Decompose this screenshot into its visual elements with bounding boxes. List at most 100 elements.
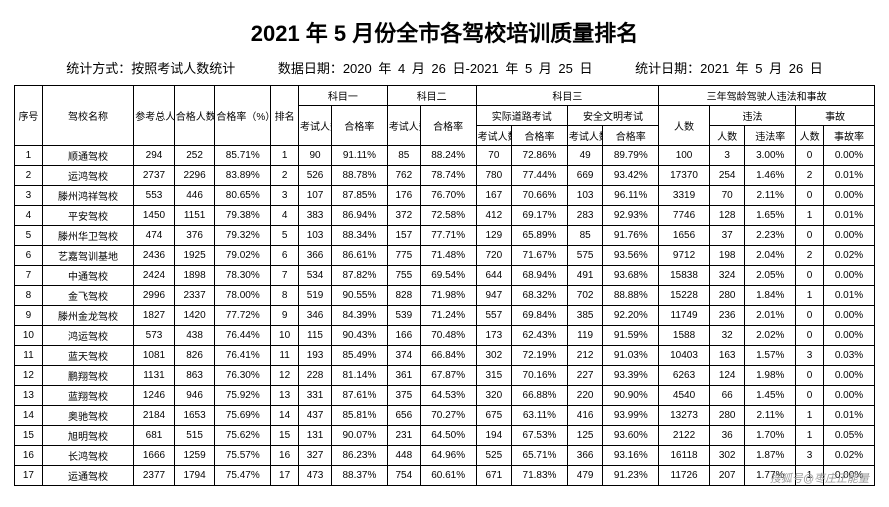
- table-row: 14奥驰驾校2184165375.69%1443785.81%65670.27%…: [15, 406, 875, 426]
- cell-s3sp: 220: [567, 386, 603, 406]
- cell-ap: 1: [796, 406, 824, 426]
- cell-total: 553: [134, 186, 175, 206]
- cell-s1p: 327: [299, 446, 332, 466]
- cell-ar: 0.05%: [824, 426, 875, 446]
- cell-vp: 280: [709, 286, 745, 306]
- cell-vt: 10403: [659, 346, 710, 366]
- cell-pass: 515: [174, 426, 215, 446]
- cell-rank: 10: [271, 326, 299, 346]
- cell-s2r: 67.87%: [420, 366, 476, 386]
- cell-prate: 75.47%: [215, 466, 271, 486]
- cell-rank: 15: [271, 426, 299, 446]
- cell-total: 1131: [134, 366, 175, 386]
- cell-vt: 3319: [659, 186, 710, 206]
- table-row: 6艺嘉驾训基地2436192579.02%636686.61%77571.48%…: [15, 246, 875, 266]
- cell-vp: 254: [709, 166, 745, 186]
- stat-method: 统计方式：按照考试人数统计: [66, 61, 235, 76]
- cell-vt: 13273: [659, 406, 710, 426]
- cell-total: 2737: [134, 166, 175, 186]
- cell-s2p: 85: [387, 146, 420, 166]
- cell-ap: 2: [796, 166, 824, 186]
- cell-s2r: 77.71%: [420, 226, 476, 246]
- cell-pass: 826: [174, 346, 215, 366]
- cell-s2p: 828: [387, 286, 420, 306]
- cell-vt: 2122: [659, 426, 710, 446]
- cell-school: 中通驾校: [42, 266, 133, 286]
- cell-s2p: 375: [387, 386, 420, 406]
- cell-vp: 198: [709, 246, 745, 266]
- cell-vr: 2.11%: [745, 406, 796, 426]
- table-row: 3滕州鸿祥驾校55344680.65%310787.85%17676.70%16…: [15, 186, 875, 206]
- cell-ar: 0.01%: [824, 206, 875, 226]
- cell-s3rr: 71.67%: [512, 246, 568, 266]
- cell-vr: 1.57%: [745, 346, 796, 366]
- cell-s1r: 86.23%: [332, 446, 388, 466]
- h-total: 参考总人数: [134, 86, 175, 146]
- cell-vr: 2.01%: [745, 306, 796, 326]
- cell-s2p: 361: [387, 366, 420, 386]
- cell-s2r: 64.53%: [420, 386, 476, 406]
- cell-s1r: 90.55%: [332, 286, 388, 306]
- cell-s1p: 228: [299, 366, 332, 386]
- cell-rank: 3: [271, 186, 299, 206]
- cell-pass: 2296: [174, 166, 215, 186]
- cell-ap: 0: [796, 306, 824, 326]
- cell-ap: 0: [796, 146, 824, 166]
- data-date: 数据日期：2020 年 4 月 26 日-2021 年 5 月 25 日: [278, 61, 593, 76]
- cell-ap: 0: [796, 326, 824, 346]
- cell-s1p: 103: [299, 226, 332, 246]
- h-prate: 合格率（%）: [215, 86, 271, 146]
- cell-vr: 1.84%: [745, 286, 796, 306]
- cell-school: 运鸿驾校: [42, 166, 133, 186]
- h-subj1: 科目一: [299, 86, 388, 106]
- cell-s1r: 86.61%: [332, 246, 388, 266]
- cell-prate: 75.92%: [215, 386, 271, 406]
- cell-s3sr: 92.93%: [603, 206, 659, 226]
- cell-vt: 11749: [659, 306, 710, 326]
- cell-vr: 2.04%: [745, 246, 796, 266]
- cell-s2p: 754: [387, 466, 420, 486]
- cell-n: 2: [15, 166, 43, 186]
- cell-ar: 0.02%: [824, 446, 875, 466]
- cell-vp: 280: [709, 406, 745, 426]
- cell-vt: 15838: [659, 266, 710, 286]
- cell-prate: 77.72%: [215, 306, 271, 326]
- cell-vp: 36: [709, 426, 745, 446]
- cell-s1r: 88.37%: [332, 466, 388, 486]
- cell-s2p: 448: [387, 446, 420, 466]
- cell-rank: 17: [271, 466, 299, 486]
- cell-school: 长鸿驾校: [42, 446, 133, 466]
- cell-s1r: 87.82%: [332, 266, 388, 286]
- h-accident: 事故: [796, 106, 875, 126]
- h-school: 驾校名称: [42, 86, 133, 146]
- cell-s1p: 331: [299, 386, 332, 406]
- cell-s3rp: 644: [476, 266, 512, 286]
- cell-total: 294: [134, 146, 175, 166]
- cell-n: 7: [15, 266, 43, 286]
- cell-vp: 324: [709, 266, 745, 286]
- cell-vt: 17370: [659, 166, 710, 186]
- cell-s3sp: 491: [567, 266, 603, 286]
- cell-vr: 3.00%: [745, 146, 796, 166]
- cell-s1p: 115: [299, 326, 332, 346]
- cell-ap: 0: [796, 186, 824, 206]
- cell-s3sr: 93.42%: [603, 166, 659, 186]
- cell-ap: 3: [796, 346, 824, 366]
- cell-ar: 0.00%: [824, 386, 875, 406]
- cell-s2p: 231: [387, 426, 420, 446]
- cell-s2r: 70.48%: [420, 326, 476, 346]
- cell-s2r: 78.74%: [420, 166, 476, 186]
- cell-s3sp: 575: [567, 246, 603, 266]
- cell-s3sp: 212: [567, 346, 603, 366]
- cell-pass: 446: [174, 186, 215, 206]
- cell-s2p: 372: [387, 206, 420, 226]
- cell-s1p: 346: [299, 306, 332, 326]
- h-subj2: 科目二: [387, 86, 476, 106]
- cell-ar: 0.02%: [824, 246, 875, 266]
- cell-s3rp: 302: [476, 346, 512, 366]
- h-s2r: 合格率: [420, 106, 476, 146]
- cell-s3rr: 66.88%: [512, 386, 568, 406]
- cell-rank: 11: [271, 346, 299, 366]
- cell-rank: 9: [271, 306, 299, 326]
- cell-vp: 236: [709, 306, 745, 326]
